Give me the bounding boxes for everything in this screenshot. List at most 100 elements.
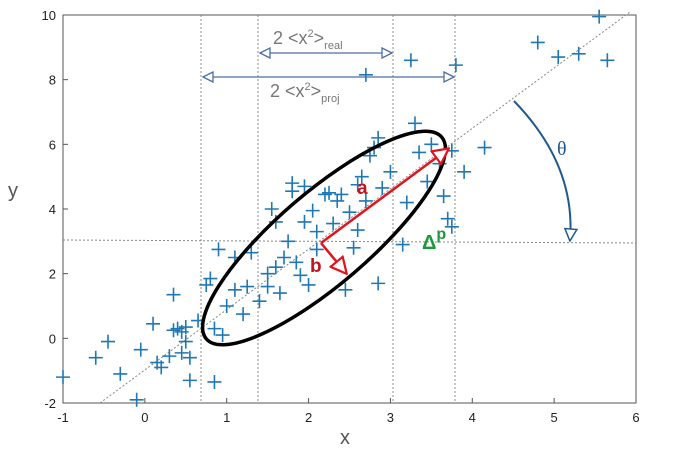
data-point [600,53,615,68]
data-point [375,180,390,195]
x-tick-label: 0 [141,410,148,425]
data-point [440,211,455,226]
data-point [166,287,181,302]
data-point [129,392,144,407]
data-point [444,219,459,234]
data-point [268,260,283,275]
data-point [350,223,365,238]
data-point [264,202,279,216]
data-point [354,169,369,184]
y-tick-label: 10 [42,8,56,23]
data-point [395,237,410,252]
data-point [383,164,398,179]
data-point [477,140,492,155]
guide-horizontal [62,239,637,244]
data-point [457,164,472,179]
data-point [371,130,386,145]
data-point [346,240,361,255]
data-point [227,282,242,297]
data-point [101,334,116,349]
x-tick-label: 1 [223,410,230,425]
data-point [277,250,292,265]
data-point [162,349,177,364]
data-point [88,350,103,365]
y-tick-label: 2 [49,267,56,282]
data-point [305,203,320,218]
data-point [592,9,607,24]
data-point [207,374,222,389]
theta-label: θ [557,138,567,160]
data-point [240,279,255,294]
theta-arc [513,100,571,240]
data-point [334,187,349,202]
data-point [178,320,193,335]
covariance-ellipse [200,129,448,347]
major-axis-arrow [320,149,448,245]
data-point [203,271,218,286]
data-point [436,189,451,204]
data-point [309,224,324,239]
y-tick-label: 6 [49,137,56,152]
y-tick-label: 4 [49,202,56,217]
data-point [358,193,373,208]
x-axis-label: x [340,427,350,449]
data-point [403,53,418,68]
data-point [326,216,341,231]
data-point [293,268,308,283]
delta-p-label: Δp [422,226,446,254]
data-point [301,277,316,292]
data-point [551,50,566,65]
major-axis-label: a [357,178,368,199]
data-point [571,46,586,61]
data-point [285,176,300,191]
data-point [407,116,422,131]
data-point [309,242,324,257]
x-tick-label: 5 [551,410,558,425]
y-tick-label: 0 [49,331,56,346]
data-point [350,177,365,192]
data-point [154,360,169,375]
data-point [530,35,545,50]
data-point [448,58,463,73]
data-point [260,266,275,281]
data-point [297,214,312,229]
data-point [281,234,296,249]
x-tick-label: 4 [469,410,476,425]
x-tick-label: 6 [632,410,639,425]
data-point [412,145,427,160]
data-point [113,366,128,381]
data-point [338,282,353,297]
data-point [297,179,312,194]
x-tick-label: -1 [57,410,69,425]
data-point [244,245,259,260]
data-point [174,345,189,360]
data-point [207,321,222,336]
data-points [56,9,615,407]
x-tick-label: 2 [305,410,312,425]
data-point [219,299,234,313]
guide-diagonal [99,11,631,404]
data-point [342,205,357,220]
data-point [182,373,197,388]
minor-axis-arrow [320,242,346,273]
axis-ticks: -1 0 1 2 3 4 5 6 -2 0 2 4 6 8 10 [42,8,640,425]
y-tick-label: 8 [49,73,56,88]
real-width-label: 2 <x2>real [273,28,343,52]
data-point [236,307,251,322]
data-point [371,276,386,291]
data-point [252,294,267,309]
data-point [289,255,304,270]
data-point [399,195,414,210]
data-point [146,316,161,331]
data-point [420,174,435,189]
data-point [260,279,275,294]
y-axis-label: y [8,180,18,202]
data-point [133,342,148,357]
data-point [56,370,70,385]
data-point [215,328,230,343]
data-point [211,242,226,257]
data-point [322,185,337,200]
data-point [182,350,197,365]
minor-axis-label: b [310,256,322,277]
